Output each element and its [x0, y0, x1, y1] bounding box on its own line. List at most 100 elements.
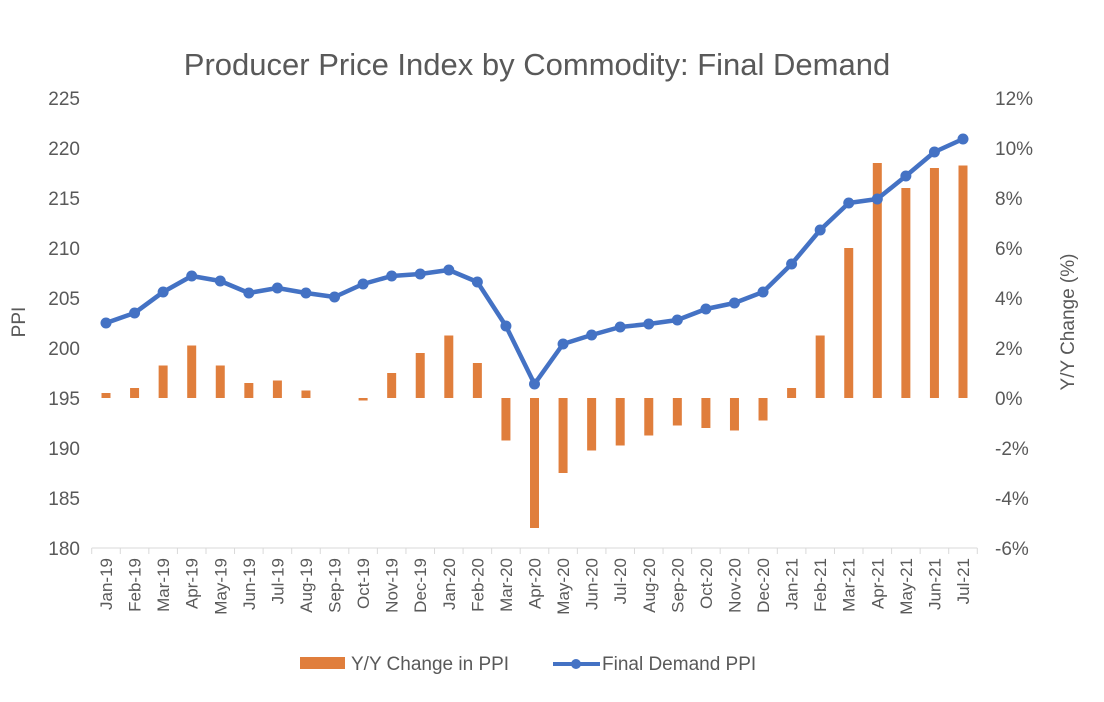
x-tick-label: Feb-19 — [126, 558, 145, 612]
ppi-point — [329, 291, 341, 303]
x-tick-label: Aug-20 — [640, 558, 659, 613]
x-tick-label: Jun-20 — [583, 558, 602, 610]
x-tick-label: Jan-20 — [440, 558, 459, 610]
ppi-point — [271, 282, 283, 294]
ppi-point — [129, 307, 141, 319]
right-tick-label: 4% — [995, 289, 1023, 310]
ppi-point — [757, 286, 769, 298]
line-series — [100, 133, 969, 390]
bar — [101, 393, 111, 398]
legend: Y/Y Change in PPI Final Demand PPI — [300, 654, 756, 675]
x-tick-label: Oct-20 — [697, 558, 716, 609]
x-tick-label: Mar-19 — [154, 558, 173, 612]
ppi-point — [728, 297, 740, 309]
right-tick-label: 8% — [995, 189, 1023, 210]
ppi-point — [300, 287, 312, 299]
right-tick-label: 0% — [995, 389, 1023, 410]
left-tick-label: 185 — [48, 489, 80, 510]
x-tick-label: Mar-21 — [840, 558, 859, 612]
ppi-point — [643, 318, 655, 330]
left-tick-label: 205 — [48, 289, 80, 310]
ppi-line — [105, 136, 964, 387]
bar — [272, 380, 282, 398]
ppi-point — [243, 287, 255, 299]
x-tick-label: May-19 — [211, 558, 230, 615]
x-tick-label: Sep-19 — [326, 558, 345, 613]
bar — [844, 248, 854, 398]
bar — [587, 398, 597, 451]
ppi-point — [386, 270, 398, 282]
bar — [929, 168, 939, 398]
ppi-point — [357, 278, 369, 290]
x-tick-label: Nov-19 — [383, 558, 402, 613]
left-axis: 180 185 190 195 200 205 210 215 220 225 — [48, 89, 80, 560]
x-tick-label: Aug-19 — [297, 558, 316, 613]
right-tick-label: 10% — [995, 139, 1033, 160]
left-tick-label: 180 — [48, 539, 80, 560]
legend-swatch-marker — [571, 659, 581, 669]
ppi-point — [843, 197, 855, 209]
right-tick-label: -2% — [995, 439, 1029, 460]
bar — [444, 335, 454, 398]
bar — [187, 345, 197, 398]
bar — [472, 363, 482, 398]
bar — [644, 398, 654, 436]
ppi-point — [529, 378, 540, 390]
bar — [672, 398, 682, 426]
left-tick-label: 225 — [48, 89, 80, 110]
ppi-point — [414, 268, 426, 280]
bar — [787, 388, 797, 398]
bar-series — [101, 163, 968, 528]
x-tick-label: Dec-19 — [411, 558, 430, 613]
bar — [558, 398, 568, 473]
x-axis-labels: Jan-19 Feb-19 Mar-19 Apr-19 May-19 Jun-19 Jul-… — [97, 558, 973, 615]
bar — [244, 383, 254, 398]
bar — [215, 365, 225, 398]
x-tick-label: Jun-19 — [240, 558, 259, 610]
right-tick-label: -4% — [995, 489, 1029, 510]
ppi-point — [928, 146, 940, 158]
x-tick-label: Nov-20 — [725, 558, 744, 613]
x-tick-label: May-21 — [897, 558, 916, 615]
ppi-point — [871, 193, 883, 205]
bar — [958, 165, 968, 398]
bar — [158, 365, 168, 398]
ppi-point — [671, 314, 683, 326]
left-tick-label: 190 — [48, 439, 80, 460]
left-tick-label: 210 — [48, 239, 80, 260]
bar — [501, 398, 511, 441]
x-tick-label: Feb-21 — [811, 558, 830, 612]
left-tick-label: 215 — [48, 189, 80, 210]
x-tick-label: Jul-20 — [611, 558, 630, 604]
ppi-point — [700, 303, 712, 315]
x-tick-label: Feb-20 — [468, 558, 487, 612]
ppi-point — [214, 275, 226, 287]
ppi-point — [814, 224, 826, 236]
bar — [901, 188, 911, 398]
bar — [815, 335, 825, 398]
right-tick-label: -6% — [995, 539, 1029, 560]
bar — [301, 390, 311, 398]
ppi-point — [500, 320, 512, 332]
x-tick-label: Sep-20 — [668, 558, 687, 613]
left-tick-label: 220 — [48, 139, 80, 160]
legend-swatch-bar — [300, 657, 345, 669]
x-tick-label: Jun-21 — [925, 558, 944, 610]
x-tick-label: May-20 — [554, 558, 573, 615]
bar — [758, 398, 768, 421]
left-tick-label: 195 — [48, 389, 80, 410]
x-tick-label: Oct-19 — [354, 558, 373, 609]
x-tick-label: Apr-20 — [526, 558, 545, 609]
ppi-point — [900, 170, 912, 182]
right-tick-label: 12% — [995, 89, 1033, 110]
legend-label-bar: Y/Y Change in PPI — [351, 654, 509, 675]
legend-label-line: Final Demand PPI — [602, 654, 756, 675]
bar — [358, 398, 368, 401]
ppi-point — [786, 258, 798, 270]
bar — [615, 398, 625, 446]
ppi-point — [100, 317, 112, 329]
x-tick-label: Jan-19 — [97, 558, 116, 610]
right-tick-label: 6% — [995, 239, 1023, 260]
bar — [130, 388, 140, 398]
ppi-point — [471, 276, 483, 288]
